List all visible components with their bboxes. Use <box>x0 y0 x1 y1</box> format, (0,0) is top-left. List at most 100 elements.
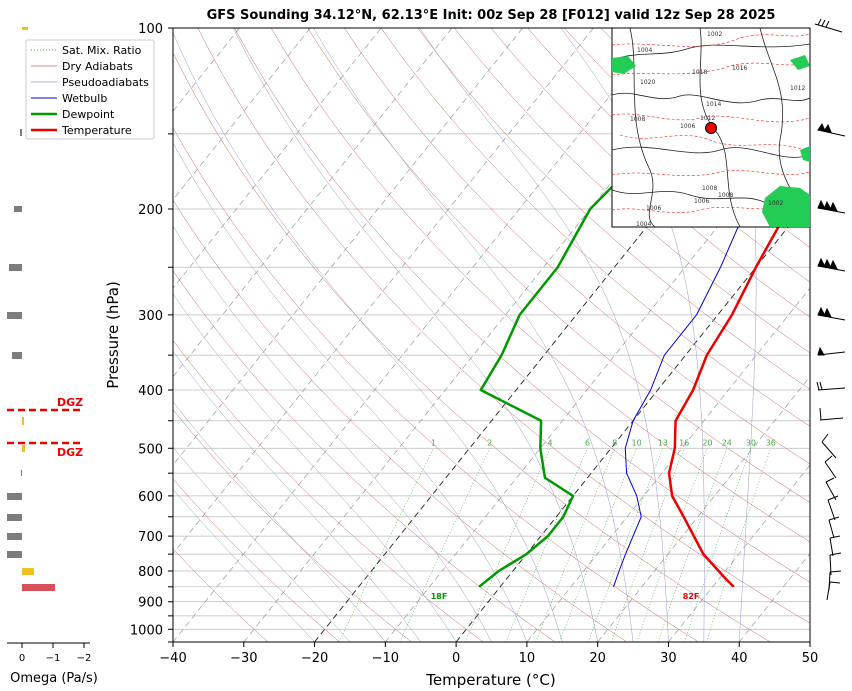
mix-ratio-label: 4 <box>548 438 553 447</box>
wind-barb <box>829 259 838 270</box>
dry-adiabat <box>417 28 810 390</box>
dry-adiabat <box>527 28 810 283</box>
plot-frame <box>172 27 811 643</box>
omega-bar <box>21 470 22 476</box>
wind-barb <box>829 570 842 573</box>
dry-adiabat <box>173 339 484 642</box>
y-tick-label: 900 <box>138 596 163 611</box>
pseudoadiabat <box>313 28 634 642</box>
map-precip-area <box>762 186 810 227</box>
map-pressure-label: 1008 <box>630 116 645 123</box>
dry-adiabat <box>173 199 627 642</box>
map-pressure-label: 1004 <box>636 221 651 228</box>
isotherm-line <box>597 376 810 642</box>
dry-adiabat <box>173 52 771 642</box>
pseudoadiabat <box>173 142 528 642</box>
map-isobar <box>612 61 810 76</box>
wind-barb <box>821 19 826 27</box>
wetbulb-line <box>613 133 765 587</box>
wind-barb <box>829 201 838 212</box>
legend-box <box>25 39 155 140</box>
dgz-bottom-label: DGZ <box>57 446 83 459</box>
map-pressure-label: 1002 <box>707 31 722 38</box>
y-tick-label: 100 <box>138 22 163 37</box>
mix-ratio-label: 24 <box>722 438 732 447</box>
mixing-ratio-labels: 1 2 4 6 8 10 13 16 20 24 30 36 <box>431 438 776 447</box>
dry-adiabat <box>197 28 810 624</box>
inset-map: 1002 1004 1018 1016 1020 1012 1014 1008 … <box>611 27 811 228</box>
map-border <box>612 189 771 206</box>
mix-ratio-line <box>535 448 616 642</box>
mix-ratio-label: 30 <box>746 438 756 447</box>
isotherm-line <box>173 28 311 201</box>
x-tick-label: 0 <box>452 651 460 666</box>
map-precip-area <box>800 146 810 162</box>
wind-barb <box>817 306 826 317</box>
x-tick-label: 20 <box>589 651 606 666</box>
map-pressure-label: 1008 <box>702 185 717 192</box>
dry-adiabat <box>490 28 810 318</box>
x-tick-label: −30 <box>230 651 257 666</box>
wind-barb <box>817 387 846 391</box>
x-tick-label: 50 <box>802 651 819 666</box>
legend-entry-pseudoadiabats: Pseudoadiabats <box>62 76 149 89</box>
dry-adiabat <box>344 28 810 465</box>
dry-adiabat <box>270 28 810 543</box>
omega-tick-2: −2 <box>77 653 92 664</box>
legend-entry-dewpoint: Dewpoint <box>62 108 115 121</box>
y-tick-label: 500 <box>138 442 163 457</box>
wind-barb <box>821 433 829 443</box>
wind-barb <box>821 441 837 459</box>
x-tick-label: −10 <box>372 651 399 666</box>
wind-barb <box>817 18 822 26</box>
mix-ratio-line <box>611 448 685 642</box>
temperature-surface-label: 82F <box>683 592 700 601</box>
legend-entry-mix-ratio: Sat. Mix. Ratio <box>62 44 142 57</box>
wind-barb <box>828 516 840 521</box>
dry-adiabat <box>380 28 810 427</box>
x-tick-label: 10 <box>519 651 536 666</box>
mix-ratio-line <box>587 448 664 642</box>
mix-ratio-label: 36 <box>766 438 776 447</box>
map-isobar <box>619 134 806 151</box>
pseudoadiabat <box>173 293 457 642</box>
map-pressure-label: 1012 <box>700 115 715 122</box>
map-pressure-label: 1012 <box>790 85 805 92</box>
omega-bar <box>7 493 22 500</box>
y-tick-label: 300 <box>138 309 163 324</box>
pseudoadiabat <box>233 28 598 642</box>
omega-bar <box>7 312 22 319</box>
omega-bar <box>9 264 22 271</box>
wind-barb <box>824 461 837 479</box>
omega-bar <box>22 27 28 30</box>
sounding-location-marker <box>705 122 717 134</box>
map-border <box>612 43 810 61</box>
wind-barb <box>816 381 820 391</box>
mix-ratio-label: 8 <box>612 438 617 447</box>
omega-bar <box>7 551 22 558</box>
wind-barb <box>817 199 826 210</box>
wind-barb <box>827 495 839 501</box>
wind-barb <box>819 381 823 391</box>
pseudoadiabat <box>560 28 705 642</box>
pseudoadiabat <box>419 28 669 642</box>
wind-barb <box>824 455 833 463</box>
dry-adiabat <box>173 127 699 642</box>
map-border <box>612 146 810 158</box>
wind-barb <box>823 200 832 211</box>
omega-panel: DGZ DGZ 0 −1 −2 Omega (Pa/s) <box>7 27 98 686</box>
omega-bar <box>12 352 22 359</box>
pseudoadiabat <box>718 28 757 642</box>
wind-barb <box>814 23 843 33</box>
dry-adiabat <box>173 270 556 642</box>
y-axis: 1000 900 800 700 600 500 400 300 200 100 <box>130 22 173 643</box>
wind-barb <box>823 258 832 269</box>
x-tick-label: 40 <box>731 651 748 666</box>
mix-ratio-label: 2 <box>487 438 492 447</box>
omega-tick-0: 0 <box>19 653 25 664</box>
pseudoadiabat <box>173 225 492 642</box>
dgz-top-label: DGZ <box>57 396 83 409</box>
wind-barb <box>829 537 834 557</box>
map-pressure-label: 1016 <box>732 65 747 72</box>
mix-ratio-line <box>399 448 491 642</box>
